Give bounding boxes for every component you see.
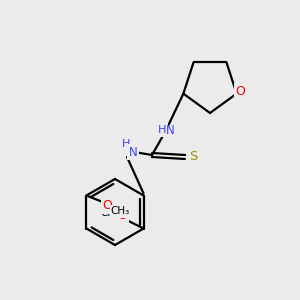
Text: CH₃: CH₃ bbox=[100, 208, 119, 218]
Text: S: S bbox=[189, 151, 197, 164]
Text: N: N bbox=[129, 146, 137, 158]
Text: N: N bbox=[166, 124, 174, 136]
Text: O: O bbox=[236, 85, 246, 98]
Text: O: O bbox=[103, 199, 112, 212]
Text: O: O bbox=[118, 209, 128, 222]
Text: CH₃: CH₃ bbox=[111, 206, 130, 217]
Text: H: H bbox=[122, 139, 130, 149]
Text: H: H bbox=[158, 125, 166, 135]
